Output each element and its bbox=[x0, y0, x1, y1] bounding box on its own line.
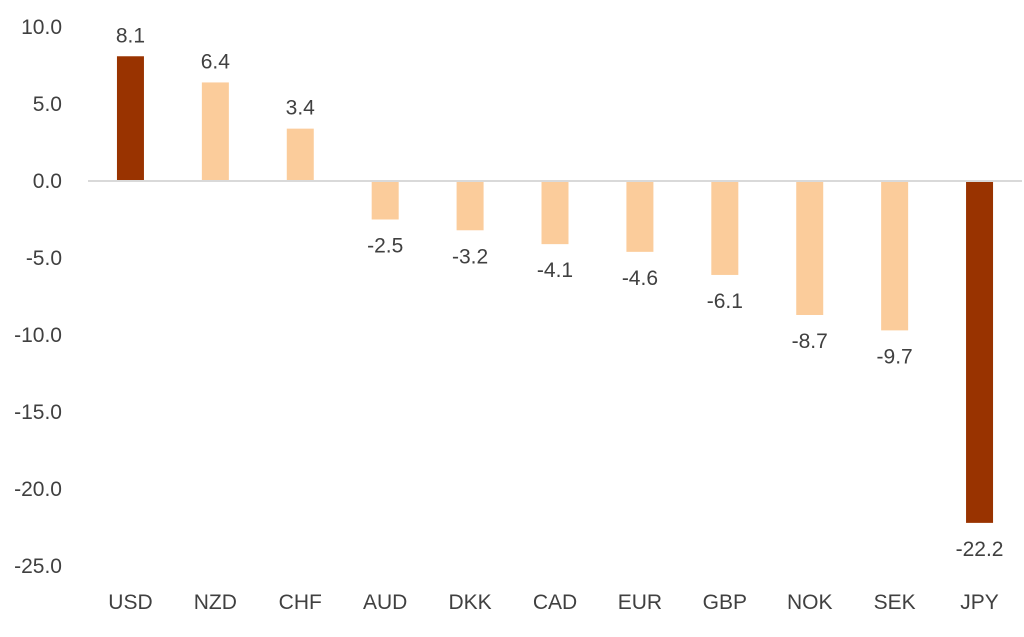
y-tick-label: 0.0 bbox=[33, 170, 62, 193]
bar-cad bbox=[541, 181, 569, 245]
data-labels-group: 8.1 6.4 3.4 -2.5 -3.2 -4.1 -4.6 -6.1 -8.7 -9.7 -22… bbox=[116, 24, 1004, 561]
bar-aud bbox=[371, 181, 399, 220]
y-tick-label: -25.0 bbox=[14, 555, 62, 578]
data-label-eur: -4.6 bbox=[622, 267, 658, 290]
category-label-nzd: NZD bbox=[194, 591, 237, 614]
category-label-cad: CAD bbox=[533, 591, 577, 614]
data-label-usd: 8.1 bbox=[116, 24, 145, 47]
y-tick-label: -15.0 bbox=[14, 401, 62, 424]
category-label-gbp: GBP bbox=[703, 591, 747, 614]
bar-nok bbox=[796, 181, 824, 315]
bar-eur bbox=[626, 181, 654, 252]
category-label-jpy: JPY bbox=[960, 591, 999, 614]
bar-dkk bbox=[456, 181, 484, 231]
category-label-chf: CHF bbox=[279, 591, 322, 614]
bar-gbp bbox=[711, 181, 739, 275]
category-label-sek: SEK bbox=[874, 591, 916, 614]
data-label-nzd: 6.4 bbox=[201, 50, 231, 73]
bars-group bbox=[116, 56, 994, 523]
bar-usd bbox=[116, 56, 144, 182]
y-tick-label: -5.0 bbox=[26, 247, 62, 270]
y-tick-label: -10.0 bbox=[14, 324, 62, 347]
y-tick-label: 5.0 bbox=[33, 93, 62, 116]
bar-chf bbox=[286, 128, 314, 181]
data-label-dkk: -3.2 bbox=[452, 245, 488, 268]
category-label-eur: EUR bbox=[618, 591, 662, 614]
bar-nzd bbox=[201, 82, 229, 181]
data-label-jpy: -22.2 bbox=[956, 538, 1004, 561]
y-tick-label: -20.0 bbox=[14, 478, 62, 501]
data-label-nok: -8.7 bbox=[792, 330, 828, 353]
category-label-dkk: DKK bbox=[448, 591, 491, 614]
y-tick-label: 10.0 bbox=[21, 16, 62, 39]
category-label-nok: NOK bbox=[787, 591, 833, 614]
data-label-gbp: -6.1 bbox=[707, 290, 743, 313]
bar-jpy bbox=[966, 181, 994, 523]
category-label-aud: AUD bbox=[363, 591, 407, 614]
data-label-sek: -9.7 bbox=[877, 345, 913, 368]
y-axis-ticks: 10.0 5.0 0.0 -5.0 -10.0 -15.0 -20.0 -25.0 bbox=[14, 16, 62, 578]
data-label-aud: -2.5 bbox=[367, 235, 403, 258]
data-label-cad: -4.1 bbox=[537, 259, 573, 282]
category-label-usd: USD bbox=[108, 591, 152, 614]
bar-sek bbox=[881, 181, 909, 331]
data-label-chf: 3.4 bbox=[286, 97, 316, 120]
category-labels-group: USD NZD CHF AUD DKK CAD EUR GBP NOK SEK JPY bbox=[108, 591, 999, 614]
